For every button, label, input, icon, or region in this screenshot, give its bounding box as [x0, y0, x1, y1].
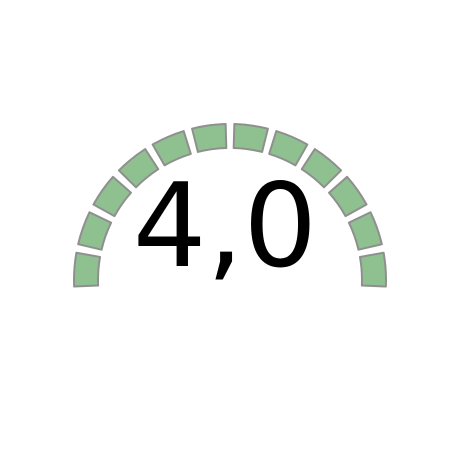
gauge-segments	[73, 123, 387, 288]
gauge-segment	[77, 211, 113, 251]
gauge-segment	[268, 130, 309, 167]
gauge-segment	[151, 130, 192, 167]
gauge-segment	[117, 148, 160, 189]
gauge-segment	[347, 211, 383, 251]
gauge-segment	[191, 123, 228, 153]
gauge-segment	[232, 123, 269, 153]
gauge-segment	[300, 148, 343, 189]
gauge-value-label: 4,0	[133, 159, 317, 294]
gauge-segment	[358, 251, 387, 288]
gauge-segment	[328, 175, 368, 218]
gauge-segment	[92, 175, 132, 218]
gauge-segment	[73, 251, 102, 288]
